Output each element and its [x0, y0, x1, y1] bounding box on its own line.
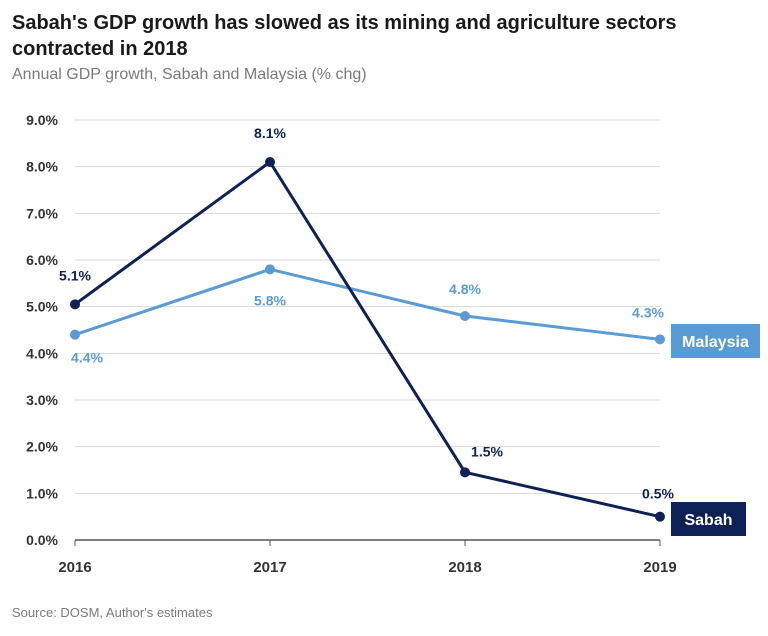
chart-subtitle: Annual GDP growth, Sabah and Malaysia (%… — [12, 66, 367, 83]
y-tick-label: 0.0% — [26, 532, 58, 548]
data-point-sabah — [70, 299, 80, 310]
legend-label: Sabah — [684, 512, 732, 529]
data-label-malaysia: 4.3% — [632, 304, 664, 320]
data-point-sabah — [265, 157, 275, 167]
legend-label: Malaysia — [682, 334, 749, 351]
x-tick-label: 2019 — [643, 559, 676, 576]
data-point-malaysia — [655, 334, 665, 345]
data-point-malaysia — [265, 264, 275, 275]
y-tick-label: 8.0% — [26, 159, 58, 175]
data-point-malaysia — [70, 329, 80, 340]
y-tick-label: 3.0% — [26, 392, 58, 408]
data-label-sabah: 8.1% — [254, 125, 286, 141]
x-tick-label: 2017 — [253, 559, 286, 576]
data-label-malaysia: 4.4% — [71, 350, 103, 366]
y-tick-label: 9.0% — [26, 112, 58, 128]
data-point-sabah — [655, 511, 665, 522]
series-line-malaysia — [74, 267, 661, 341]
series-line-sabah — [74, 160, 661, 519]
data-label-malaysia: 5.8% — [254, 292, 286, 308]
legend-malaysia: Malaysia — [671, 324, 760, 358]
data-label-sabah: 0.5% — [642, 486, 674, 502]
legend-swatch — [671, 502, 746, 536]
y-tick-label: 5.0% — [26, 299, 58, 315]
legend-sabah: Sabah — [671, 502, 746, 536]
x-tick-label: 2016 — [58, 559, 91, 576]
y-tick-label: 1.0% — [26, 485, 58, 501]
data-label-sabah: 5.1% — [59, 267, 91, 283]
data-point-sabah — [460, 467, 470, 478]
data-label-sabah: 1.5% — [471, 443, 503, 459]
legend-swatch — [671, 324, 760, 358]
y-tick-label: 4.0% — [26, 345, 58, 361]
chart-title: Sabah's GDP growth has slowed as its min… — [12, 12, 677, 60]
data-label-malaysia: 4.8% — [449, 281, 481, 297]
y-tick-label: 7.0% — [26, 205, 58, 221]
y-tick-label: 2.0% — [26, 439, 58, 455]
y-tick-label: 6.0% — [26, 252, 58, 268]
source-note: Source: DOSM, Author's estimates — [12, 605, 213, 620]
x-tick-label: 2018 — [448, 559, 481, 576]
data-point-malaysia — [460, 311, 470, 321]
